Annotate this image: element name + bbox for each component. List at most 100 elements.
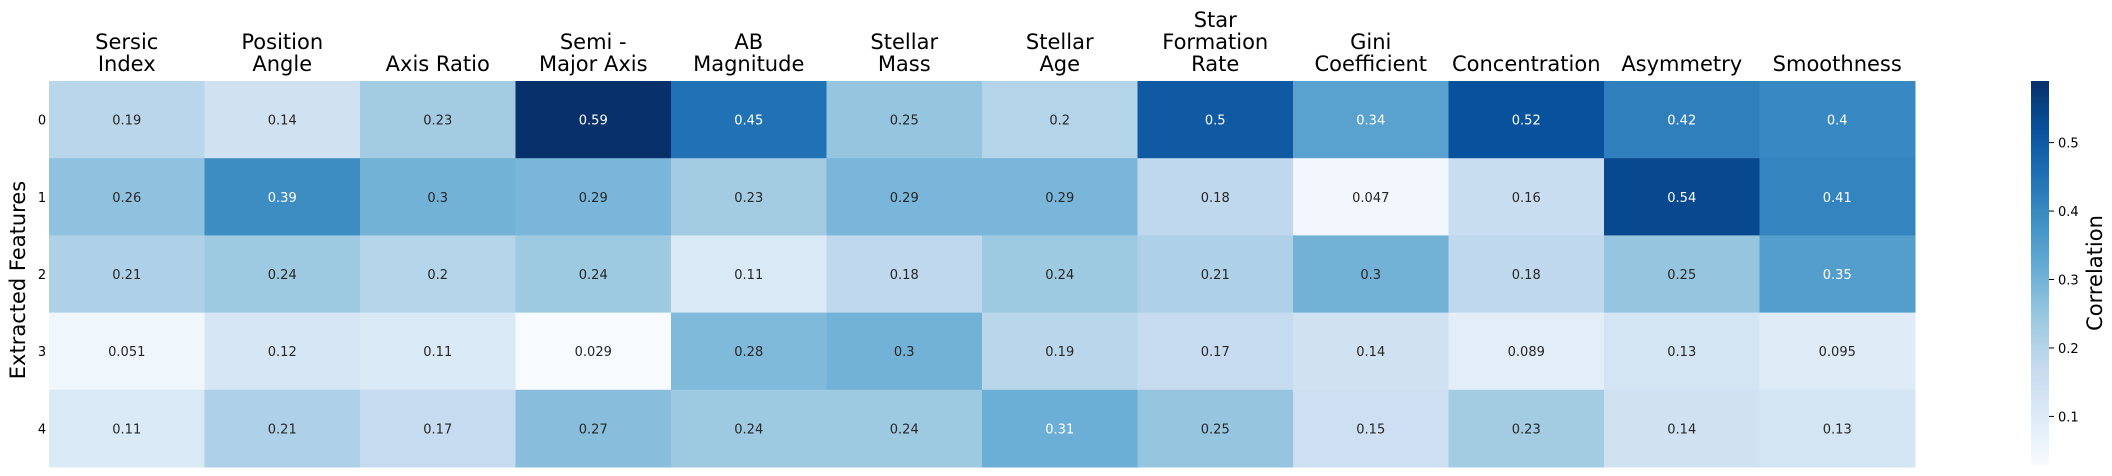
colorbar-tick-label: 0.2 bbox=[2058, 342, 2079, 357]
heatmap-cell bbox=[982, 158, 1138, 236]
heatmap-cell bbox=[826, 235, 983, 314]
heatmap-cell bbox=[1293, 235, 1449, 314]
heatmap-cell bbox=[1448, 235, 1605, 314]
heatmap-cell bbox=[204, 389, 361, 468]
heatmap-cell bbox=[982, 389, 1138, 468]
cell-value-label: 0.59 bbox=[579, 114, 608, 129]
colorbar-tick-label: 0.4 bbox=[2058, 205, 2079, 220]
cell-value-label: 0.3 bbox=[1360, 268, 1381, 283]
heatmap-cell bbox=[1448, 389, 1605, 468]
cell-value-label: 0.24 bbox=[268, 268, 297, 283]
heatmap-cell bbox=[49, 389, 205, 468]
column-label-line: Position bbox=[241, 30, 323, 54]
cell-value-label: 0.34 bbox=[1356, 114, 1385, 129]
cell-value-label: 0.089 bbox=[1508, 345, 1545, 360]
cell-value-label: 0.31 bbox=[1045, 422, 1074, 437]
cell-value-label: 0.095 bbox=[1819, 345, 1856, 360]
cell-value-label: 0.27 bbox=[579, 422, 608, 437]
cell-value-label: 0.17 bbox=[423, 422, 452, 437]
colorbar bbox=[2031, 81, 2049, 465]
heatmap-cell bbox=[1759, 81, 1916, 159]
heatmap-cell bbox=[671, 312, 827, 391]
heatmap-cell bbox=[1759, 158, 1916, 236]
heatmap-cell bbox=[671, 389, 827, 468]
column-label-line: Formation bbox=[1162, 30, 1268, 54]
cell-value-label: 0.29 bbox=[579, 191, 608, 206]
heatmap-cell bbox=[1137, 312, 1294, 391]
heatmap-cell bbox=[1604, 312, 1760, 391]
heatmap-cell bbox=[982, 235, 1138, 314]
column-label: Semi -Major Axis bbox=[539, 30, 648, 76]
column-label-line: Asymmetry bbox=[1621, 52, 1742, 76]
cell-value-label: 0.24 bbox=[579, 268, 608, 283]
cell-value-label: 0.14 bbox=[1667, 422, 1696, 437]
cell-value-label: 0.23 bbox=[1512, 422, 1541, 437]
cell-value-label: 0.29 bbox=[890, 191, 919, 206]
column-label-line: Smoothness bbox=[1773, 52, 1902, 76]
cell-value-label: 0.051 bbox=[108, 345, 145, 360]
row-label: 3 bbox=[38, 345, 46, 360]
cell-value-label: 0.25 bbox=[890, 114, 919, 129]
cell-value-label: 0.11 bbox=[112, 422, 141, 437]
heatmap-cell bbox=[49, 81, 205, 159]
cell-value-label: 0.21 bbox=[268, 422, 297, 437]
heatmap-cell bbox=[671, 235, 827, 314]
cell-value-label: 0.15 bbox=[1356, 422, 1385, 437]
colorbar-title: Correlation bbox=[2083, 215, 2107, 331]
column-label-line: Semi - bbox=[560, 30, 627, 54]
cell-value-label: 0.26 bbox=[112, 191, 141, 206]
column-label-line: Star bbox=[1194, 8, 1237, 32]
column-label-line: Coefficient bbox=[1314, 52, 1427, 76]
cell-value-label: 0.25 bbox=[1201, 422, 1230, 437]
cell-value-label: 0.14 bbox=[1356, 345, 1385, 360]
column-label-line: Age bbox=[1039, 52, 1080, 76]
cell-value-label: 0.39 bbox=[268, 191, 297, 206]
heatmap-cell bbox=[982, 312, 1138, 391]
heatmap-cell bbox=[204, 312, 361, 391]
cell-value-label: 0.29 bbox=[1045, 191, 1074, 206]
cell-value-label: 0.21 bbox=[1201, 268, 1230, 283]
cell-value-label: 0.24 bbox=[890, 422, 919, 437]
row-label: 0 bbox=[38, 114, 46, 129]
cell-value-label: 0.23 bbox=[423, 114, 452, 129]
heatmap-cell bbox=[671, 81, 827, 159]
row-label: 1 bbox=[38, 191, 46, 206]
heatmap-cell bbox=[360, 312, 516, 391]
cell-value-label: 0.11 bbox=[734, 268, 763, 283]
cell-value-label: 0.18 bbox=[1201, 191, 1230, 206]
heatmap-cell bbox=[826, 389, 983, 468]
heatmap-cell bbox=[1604, 158, 1760, 236]
row-label: 4 bbox=[38, 422, 46, 437]
cell-value-label: 0.23 bbox=[734, 191, 763, 206]
column-label-line: Magnitude bbox=[693, 52, 804, 76]
column-label: Smoothness bbox=[1773, 52, 1902, 76]
heatmap-cell bbox=[1293, 81, 1449, 159]
heatmap-cell bbox=[1759, 389, 1916, 468]
cell-value-label: 0.24 bbox=[1045, 268, 1074, 283]
cell-value-label: 0.18 bbox=[1512, 268, 1541, 283]
cell-value-label: 0.21 bbox=[112, 268, 141, 283]
heatmap-cell bbox=[1293, 158, 1449, 236]
cell-value-label: 0.4 bbox=[1827, 114, 1848, 129]
y-axis-title: Extracted Features bbox=[6, 181, 30, 379]
heatmap-cell bbox=[360, 389, 516, 468]
cell-value-label: 0.42 bbox=[1667, 114, 1696, 129]
heatmap-cell bbox=[1293, 389, 1449, 468]
heatmap-cell bbox=[360, 81, 516, 159]
cell-value-label: 0.17 bbox=[1201, 345, 1230, 360]
heatmap-cell bbox=[515, 158, 672, 236]
heatmap-cell bbox=[204, 158, 361, 236]
cell-value-label: 0.16 bbox=[1512, 191, 1541, 206]
heatmap-cell bbox=[982, 81, 1138, 159]
column-label: Concentration bbox=[1452, 52, 1601, 76]
heatmap-cell bbox=[1137, 235, 1294, 314]
cell-value-label: 0.54 bbox=[1667, 191, 1696, 206]
cell-value-label: 0.3 bbox=[894, 345, 915, 360]
heatmap-cell bbox=[204, 81, 361, 159]
column-label-line: Sersic bbox=[95, 30, 158, 54]
